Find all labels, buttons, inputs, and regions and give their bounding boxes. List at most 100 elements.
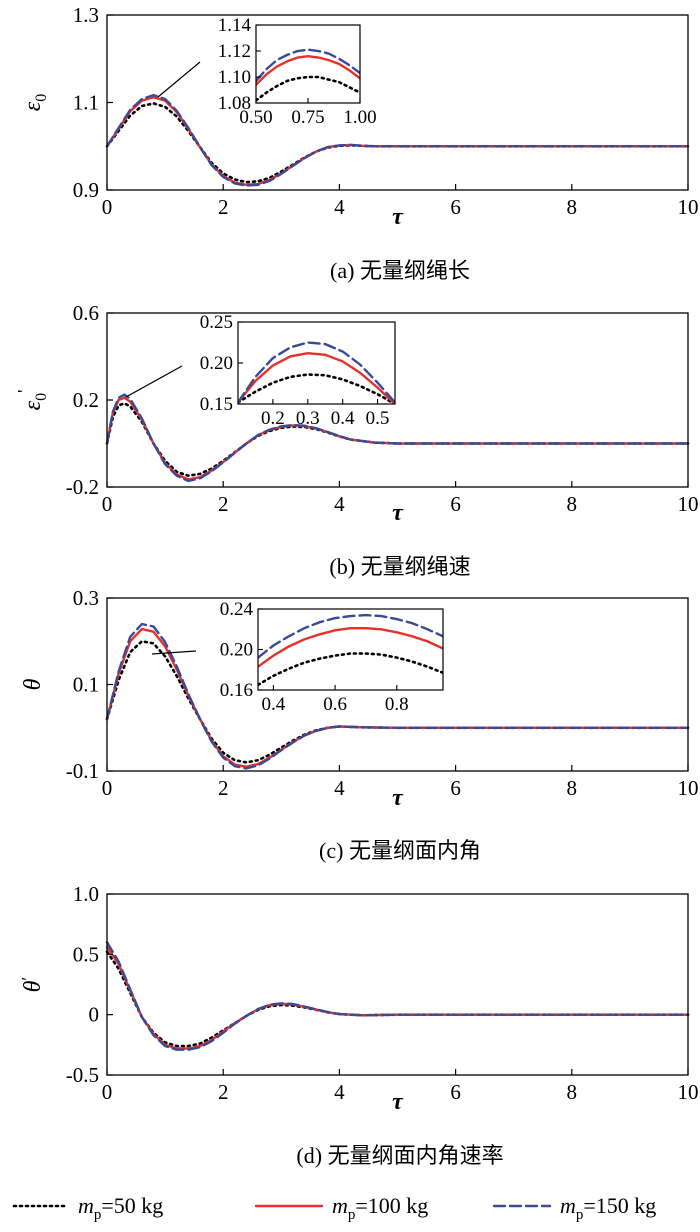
legend: mp=50 kg mp=100 kg mp=150 kg	[12, 1193, 656, 1223]
y-axis-symbol: ε	[20, 101, 46, 111]
inset-y-tick-label: 1.10	[218, 67, 251, 88]
inset-y-tick-label: 1.12	[218, 41, 251, 62]
inset-x-tick-label: 1.00	[343, 107, 376, 128]
inset-y-tick-label: 0.24	[220, 599, 254, 620]
series-line-mp150	[105, 93, 690, 187]
y-axis-label: ε0	[20, 94, 50, 111]
x-tick-label: 8	[567, 776, 578, 800]
series-line-mp150	[105, 941, 690, 1051]
x-tick-label: 6	[450, 1080, 461, 1104]
x-tick-label: 8	[567, 492, 578, 516]
inset-series-line-mp50	[238, 373, 395, 404]
y-tick-label: 0.9	[73, 178, 99, 202]
series-line-mp50	[105, 102, 690, 184]
inset-x-tick-label: 0.8	[385, 694, 409, 715]
inset-y-tick-label: 0.15	[200, 394, 233, 415]
y-axis-symbol: θ	[20, 678, 46, 690]
inset-series-line-mp100	[258, 627, 443, 668]
x-axis-label: τ	[392, 785, 404, 811]
y-axis-subscript: 0	[33, 393, 50, 401]
y-tick-label: 1.0	[73, 882, 99, 906]
legend-label-mp150: mp=150 kg	[560, 1193, 656, 1223]
series-line-mp50	[105, 950, 690, 1048]
y-tick-label: -0.2	[66, 475, 99, 499]
series-line-mp100	[105, 396, 690, 481]
y-axis-subscript: 0	[33, 94, 50, 102]
inset-x-tick-label: 0.50	[239, 107, 272, 128]
plot-frame	[106, 893, 689, 1076]
inset-x-tick-label: 0.6	[323, 694, 347, 715]
inset-x-tick-label: 0.75	[291, 107, 324, 128]
y-tick-label: 0.5	[73, 942, 99, 966]
x-tick-label: 0	[102, 776, 113, 800]
inset-series-line-mp150	[258, 613, 443, 659]
y-axis-symbol: ε	[20, 400, 46, 410]
y-tick-label: 1.1	[73, 91, 99, 115]
inset-plot: 0.50 0.75 1.00 1.08 1.10 1.12 1.14	[157, 15, 377, 128]
x-tick-label: 10	[678, 195, 699, 219]
x-tick-label: 6	[450, 492, 461, 516]
inset-series-line-mp150	[256, 48, 360, 83]
y-tick-label: 0.2	[73, 388, 99, 412]
x-axis-label: τ	[392, 1089, 404, 1115]
inset-pointer-line	[125, 365, 183, 398]
x-tick-label: 4	[334, 776, 345, 800]
legend-label-symbol: m	[78, 1193, 94, 1218]
panel-caption: (d) 无量纲面内角速率	[296, 1143, 503, 1168]
inset-pointer-line	[151, 650, 197, 655]
x-axis-label: τ	[392, 204, 404, 230]
inset-y-tick-label: 0.20	[200, 353, 233, 374]
legend-label-value: =150 kg	[583, 1193, 656, 1218]
inset-series-line-mp100	[238, 351, 395, 404]
inset-plot: 0.4 0.6 0.8 0.16 0.20 0.24	[151, 599, 444, 715]
series-line-mp50	[105, 639, 690, 764]
series-line-mp100	[105, 95, 690, 187]
x-tick-label: 4	[334, 1080, 345, 1104]
x-tick-label: 2	[218, 195, 229, 219]
x-tick-label: 2	[218, 492, 229, 516]
y-axis-label: θ′	[18, 977, 46, 993]
panel-caption: (b) 无量纲绳速	[329, 554, 470, 579]
legend-label-subscript: p	[348, 1207, 356, 1223]
inset-y-tick-label: 1.14	[218, 15, 252, 36]
x-tick-label: 8	[567, 1080, 578, 1104]
x-tick-label: 0	[102, 492, 113, 516]
inset-series-line-mp100	[256, 54, 360, 87]
y-axis-superscript: ′	[18, 977, 38, 981]
inset-x-tick-label: 0.4	[331, 408, 355, 429]
y-axis-label: θ	[20, 678, 46, 690]
y-tick-label: 0.3	[73, 586, 99, 610]
legend-label-mp100: mp=100 kg	[332, 1193, 428, 1223]
legend-label-value: =50 kg	[101, 1193, 163, 1218]
series-line-mp100	[105, 945, 690, 1050]
x-tick-label: 6	[450, 776, 461, 800]
legend-label-subscript: p	[94, 1207, 102, 1223]
inset-x-tick-label: 0.3	[296, 408, 320, 429]
panel-caption: (a) 无量纲绳长	[330, 258, 470, 283]
panel-d: 0 2 4 6 8 10-0.500.51.0τθ′(d) 无量纲面内角速率	[18, 882, 699, 1168]
inset-y-tick-label: 1.08	[218, 93, 251, 114]
inset-plot: 0.2 0.3 0.4 0.5 0.15 0.20 0.25	[125, 312, 396, 429]
x-tick-label: 0	[102, 195, 113, 219]
inset-x-tick-label: 0.2	[261, 408, 285, 429]
y-axis-label: ε0'	[14, 390, 50, 411]
inset-series-line-mp50	[258, 652, 443, 687]
x-tick-label: 4	[334, 195, 345, 219]
x-tick-label: 2	[218, 1080, 229, 1104]
panel-caption: (c) 无量纲面内角	[319, 838, 481, 863]
y-axis-symbol: θ	[20, 980, 46, 992]
x-tick-label: 10	[678, 776, 699, 800]
x-tick-label: 0	[102, 1080, 113, 1104]
y-tick-label: 0.6	[73, 301, 99, 325]
y-tick-label: -0.5	[66, 1063, 99, 1087]
series-line-mp150	[105, 393, 690, 483]
plot-frame	[106, 14, 689, 191]
inset-x-tick-label: 0.4	[262, 694, 286, 715]
legend-label-subscript: p	[576, 1207, 584, 1223]
inset-pointer-line	[157, 61, 201, 98]
x-tick-label: 2	[218, 776, 229, 800]
inset-y-tick-label: 0.25	[200, 312, 233, 333]
